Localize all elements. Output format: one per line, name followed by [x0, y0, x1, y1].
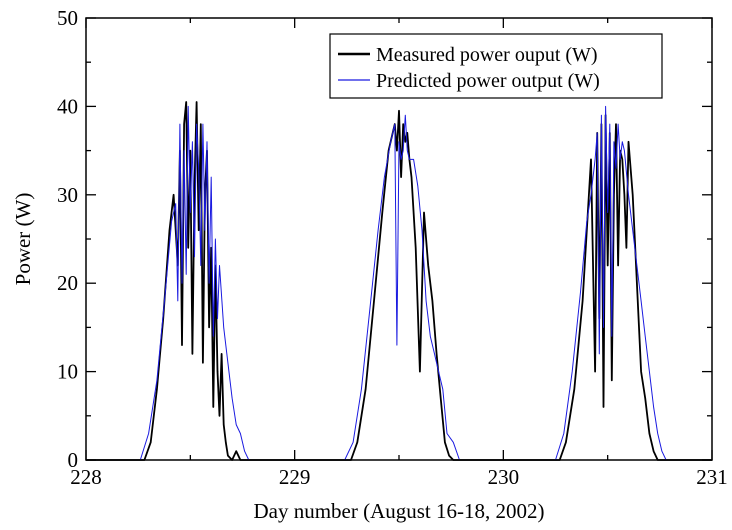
- legend-label-measured: Measured power ouput (W): [376, 44, 598, 66]
- y-tick-label: 20: [57, 271, 78, 295]
- tick-labels: 228 229 230 231 0 10 20 30 40 50: [57, 6, 728, 489]
- x-tick-label: 231: [696, 465, 728, 489]
- x-tick-label: 229: [279, 465, 311, 489]
- x-tick-label: 228: [70, 465, 102, 489]
- ticks-layer: [85, 17, 713, 461]
- y-tick-label: 40: [57, 94, 78, 118]
- legend: Measured power ouput (W) Predicted power…: [329, 33, 663, 99]
- series-layer: [86, 101, 712, 461]
- y-tick-label: 10: [57, 360, 78, 384]
- x-tick-label: 230: [488, 465, 520, 489]
- y-tick-label: 30: [57, 183, 78, 207]
- y-tick-label: 50: [57, 6, 78, 30]
- y-tick-label: 0: [68, 448, 79, 472]
- x-axis-label: Day number (August 16-18, 2002): [253, 499, 544, 523]
- series-predicted-line: [86, 105, 712, 461]
- legend-box: [329, 33, 663, 99]
- legend-label-predicted: Predicted power output (W): [376, 70, 600, 92]
- y-axis-label: Power (W): [11, 193, 35, 286]
- series-measured-line: [86, 101, 712, 461]
